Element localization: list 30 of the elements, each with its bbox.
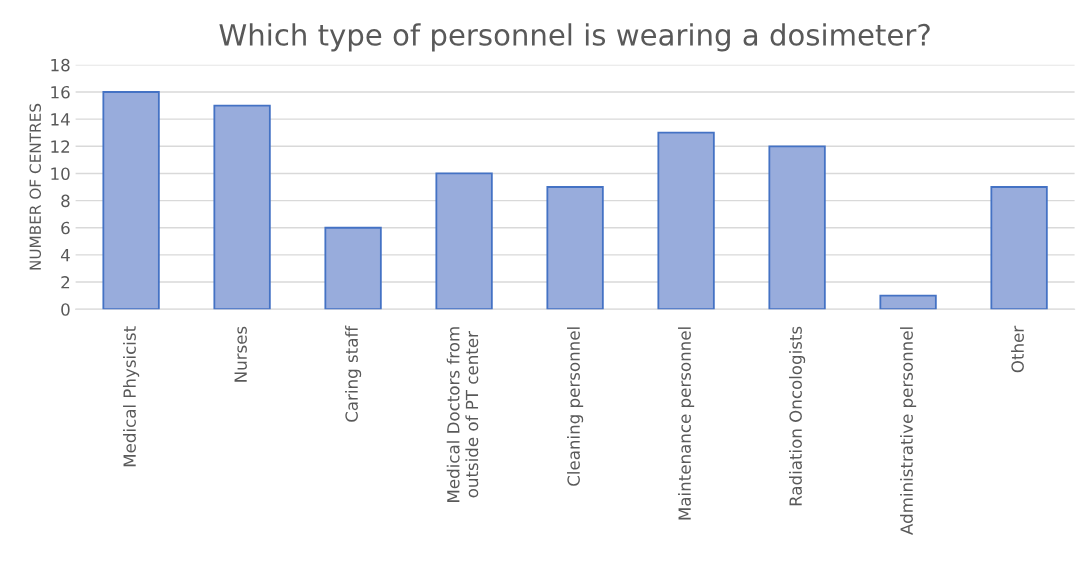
y-tick-label: 16 [51,85,70,99]
bar [324,226,382,310]
bar [990,186,1048,310]
y-axis-title: NUMBER OF CENTRES [29,103,42,270]
y-tick-label: 18 [51,58,70,72]
x-tick-label: Cleaning personnel [567,327,584,486]
y-tick-label: 14 [51,113,70,126]
y-tick-label: 0 [61,303,70,316]
bar [102,91,160,310]
x-tick-label: Nurses [234,326,247,382]
x-tick-label: Maintenance personnel [678,327,695,520]
y-tick-label: 12 [51,140,70,153]
x-tick-label: Administrative personnel [900,327,917,535]
bar [435,172,493,310]
bar [879,294,937,310]
x-tick-label: Medical Physicist [123,326,140,467]
bar [213,104,271,310]
chart-title: Which type of personnel is wearing a dosimeter? [219,23,930,52]
x-tick-label: Other [1011,325,1024,373]
y-tick-label: 6 [61,221,70,235]
y-tick-label: 8 [61,194,70,208]
bar [768,145,826,310]
y-tick-label: 10 [51,167,70,181]
bar [657,131,715,310]
x-tick-label: Medical Doctors from outside of PT center [446,327,479,502]
bar [546,186,604,310]
x-tick-label: Caring staff [345,325,362,422]
y-tick-label: 4 [60,249,70,262]
x-tick-label: Radiation Oncologists [789,326,806,506]
y-tick-label: 2 [61,276,70,289]
